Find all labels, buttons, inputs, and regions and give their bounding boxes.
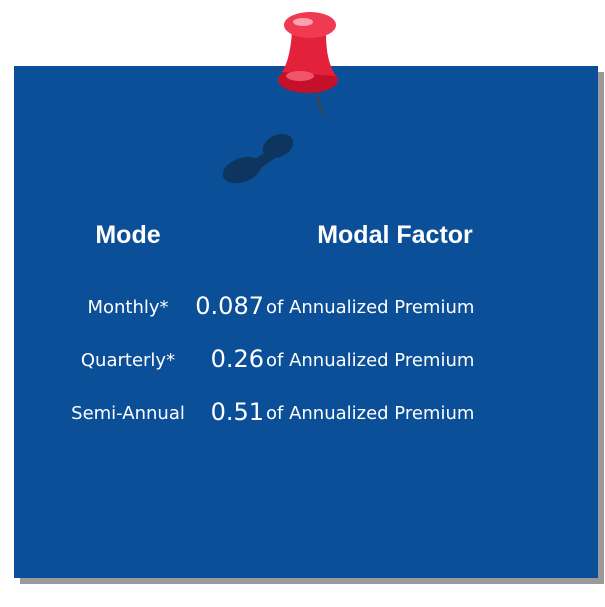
factor-value: 0.26 bbox=[211, 345, 264, 373]
factor-value: 0.087 bbox=[195, 292, 264, 320]
note bbox=[14, 66, 598, 578]
factor-text: of Annualized Premium bbox=[266, 403, 474, 424]
factor-value: 0.51 bbox=[211, 398, 264, 426]
mode-cell: Monthly* bbox=[87, 297, 168, 318]
factor-text: of Annualized Premium bbox=[266, 350, 474, 371]
mode-cell: Quarterly* bbox=[81, 350, 175, 371]
factor-text: of Annualized Premium bbox=[266, 297, 474, 318]
pin-shadow bbox=[222, 133, 294, 184]
header-mode: Mode bbox=[95, 221, 160, 249]
header-factor: Modal Factor bbox=[317, 221, 473, 249]
pushpin bbox=[278, 12, 338, 115]
mode-cell: Semi-Annual bbox=[71, 403, 185, 424]
